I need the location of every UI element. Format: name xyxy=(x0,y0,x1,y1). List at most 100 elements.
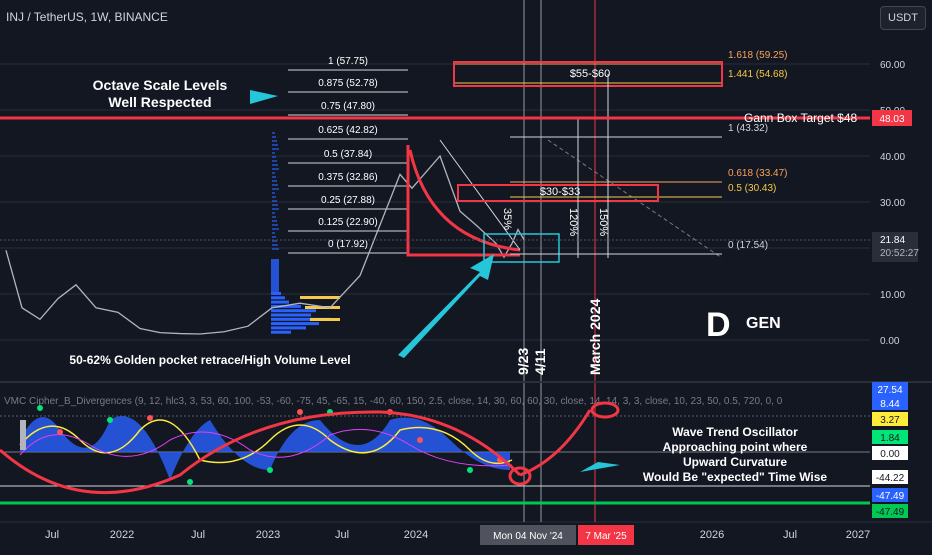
red-curve xyxy=(408,149,521,252)
osc-signal-dot xyxy=(57,429,63,435)
time-tick: Jul xyxy=(783,529,797,541)
octave-label: 0.25 (27.88) xyxy=(321,195,375,206)
osc-value-tag: -44.22 xyxy=(876,473,905,484)
osc-value-tag-bg xyxy=(872,382,908,396)
osc-signal-dot xyxy=(107,417,113,423)
volume-profile-upper xyxy=(272,220,277,222)
volume-profile-upper xyxy=(272,188,279,190)
volume-profile-upper xyxy=(272,184,278,186)
volume-profile-bar xyxy=(271,300,289,304)
time-tick: Jul xyxy=(45,529,59,541)
wave-trend-line-yellow xyxy=(19,419,513,465)
time-tick: 2023 xyxy=(256,529,280,541)
octave-subtitle: Well Respected xyxy=(108,94,211,110)
date-411-label: 4/11 xyxy=(532,348,548,375)
osc-value-tag: 27.54 xyxy=(877,385,902,396)
volume-profile-upper xyxy=(272,148,279,150)
volume-profile-bar xyxy=(271,313,311,317)
volume-profile-upper xyxy=(272,244,278,246)
volume-profile-upper xyxy=(272,132,275,134)
logo-mark: D xyxy=(706,306,731,344)
osc-value-tag: 3.27 xyxy=(880,415,900,426)
time-tick: Jul xyxy=(191,529,205,541)
price-tick: 10.00 xyxy=(880,290,905,301)
volume-profile-upper xyxy=(272,136,276,138)
volume-profile-upper xyxy=(272,172,275,174)
cyan-box xyxy=(483,233,560,263)
volume-profile-upper xyxy=(272,236,276,238)
volume-profile-upper xyxy=(272,212,275,214)
logo-bg xyxy=(706,300,786,338)
wave-trend-note: Approaching point where xyxy=(663,440,808,454)
volume-profile-upper xyxy=(272,240,277,242)
osc-value-tag: 0.00 xyxy=(880,449,900,460)
octave-label: 0.75 (47.80) xyxy=(321,101,375,112)
volume-profile-bar xyxy=(271,317,331,321)
volume-profile-upper xyxy=(272,156,276,158)
wave-trend-line-purple xyxy=(19,428,513,467)
volume-profile-upper xyxy=(272,200,277,202)
volume-profile-upper xyxy=(272,140,277,142)
osc-hist-bar xyxy=(20,420,26,450)
octave-label: 0.125 (22.90) xyxy=(318,217,378,228)
volume-profile-upper xyxy=(272,160,277,162)
oscillator-title: VMC Cipher_B_Divergences (9, 12, hlc3, 3… xyxy=(4,396,783,407)
cursor-date-label: Mon 04 Nov '24 xyxy=(493,531,563,542)
price-tick: 0.00 xyxy=(880,336,900,347)
time-tick: 2026 xyxy=(700,529,724,541)
volume-profile-upper xyxy=(272,144,278,146)
osc-value-tag: 8.44 xyxy=(880,399,900,410)
osc-signal-dot xyxy=(37,405,43,411)
osc-value-tag-bg xyxy=(872,446,908,460)
fib-label: 1 (43.32) xyxy=(728,123,768,134)
trend-line xyxy=(439,139,521,251)
volume-profile-bar xyxy=(271,309,316,313)
target-box-top xyxy=(453,61,723,87)
logo-text: GEN xyxy=(746,315,781,332)
pct-150-label: 150% xyxy=(597,208,609,236)
volume-profile-poc xyxy=(305,306,340,309)
osc-value-tag-bg xyxy=(872,396,908,410)
osc-value-tag: -47.49 xyxy=(876,491,905,502)
cursor-date-label-red: 7 Mar '25 xyxy=(585,531,627,542)
osc-value-tag-bg xyxy=(872,504,908,518)
volume-profile-upper xyxy=(272,164,278,166)
box-mid-label: $30-$33 xyxy=(540,186,580,198)
volume-profile-bar xyxy=(271,296,285,300)
time-tick: Jul xyxy=(335,529,349,541)
cursor-date-box xyxy=(480,525,576,545)
box-top-label: $55-$60 xyxy=(570,68,610,80)
red-arc-up xyxy=(519,409,592,477)
gann-label: Gann Box Target $48 xyxy=(744,111,858,125)
volume-profile-upper xyxy=(272,192,275,194)
trend-line-dashed xyxy=(547,139,723,259)
fib-label: 0.618 (33.47) xyxy=(728,168,788,179)
volume-profile-upper xyxy=(272,176,276,178)
osc-value-tag: 1.84 xyxy=(880,433,900,444)
octave-label: 0.875 (52.78) xyxy=(318,78,378,89)
volume-profile-poc xyxy=(310,318,340,321)
wave-trend-fill xyxy=(20,416,510,480)
osc-value-tag: -47.49 xyxy=(876,507,905,518)
osc-signal-dot xyxy=(467,467,473,473)
cursor-date-box-red xyxy=(578,525,634,545)
wave-trend-note: Upward Curvature xyxy=(683,455,787,469)
symbol-title: INJ / TetherUS, 1W, BINANCE xyxy=(6,10,168,24)
currency-button[interactable]: USDT xyxy=(880,6,926,30)
volume-profile-upper xyxy=(272,180,277,182)
price-tick: 60.00 xyxy=(880,60,905,71)
osc-value-tag-bg xyxy=(872,430,908,444)
time-tick: 2024 xyxy=(404,529,428,541)
octave-label: 0 (17.92) xyxy=(328,239,368,250)
current-price: 21.84 xyxy=(880,235,905,246)
wave-trend-note: Would Be "expected" Time Wise xyxy=(643,470,828,484)
march-label: March 2024 xyxy=(587,299,603,375)
volume-profile-bar xyxy=(271,322,319,326)
gann-price-tag: 48.03 xyxy=(879,114,904,125)
volume-profile-upper xyxy=(272,232,275,234)
osc-signal-dot xyxy=(297,409,303,415)
wave-trend-note: Wave Trend Oscillator xyxy=(672,425,798,439)
osc-value-tag-bg xyxy=(872,470,908,484)
